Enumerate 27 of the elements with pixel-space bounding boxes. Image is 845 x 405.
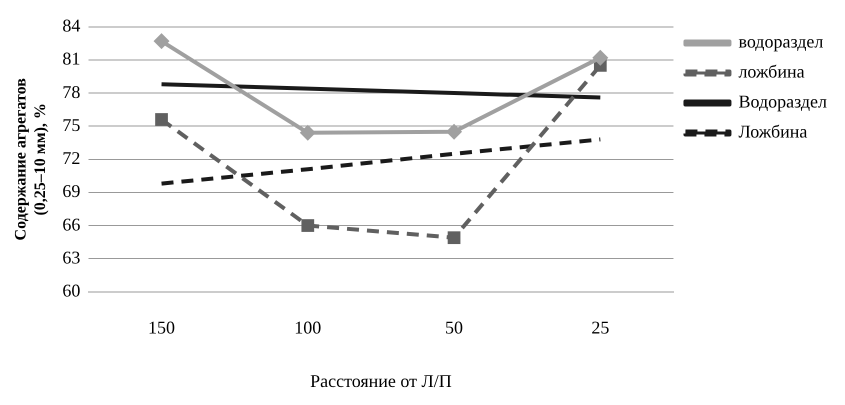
y-tick-label: 81 <box>62 48 80 69</box>
legend-label: Ложбина <box>738 122 808 142</box>
x-tick-label: 25 <box>591 317 610 338</box>
y-axis-title: Содержание агрегатов (0,25–10 мм), % <box>12 78 49 240</box>
legend-label: водораздел <box>738 32 824 52</box>
y-tick-label: 60 <box>62 280 80 301</box>
point <box>592 50 608 66</box>
point <box>448 231 460 244</box>
y-tick-label: 78 <box>62 82 80 102</box>
legend-label: Водораздел <box>738 92 828 112</box>
x-tick-label: 150 <box>148 317 176 338</box>
y-tick-label: 66 <box>62 214 80 234</box>
line-series <box>160 137 602 186</box>
x-axis-title: Расстояние от Л/П <box>310 370 452 391</box>
point <box>301 219 314 232</box>
point <box>155 113 168 126</box>
y-tick-label: 72 <box>62 148 80 168</box>
x-tick-label: 50 <box>445 317 464 338</box>
y-tick-label: 75 <box>62 114 80 135</box>
point <box>154 33 170 50</box>
y-tick-label: 69 <box>62 181 80 202</box>
point <box>300 124 316 141</box>
y-tick-label: 84 <box>62 16 80 36</box>
point <box>446 124 462 140</box>
legend-label: ложбина <box>738 62 805 82</box>
y-tick-label: 63 <box>62 247 80 268</box>
x-tick-label: 100 <box>294 317 322 338</box>
